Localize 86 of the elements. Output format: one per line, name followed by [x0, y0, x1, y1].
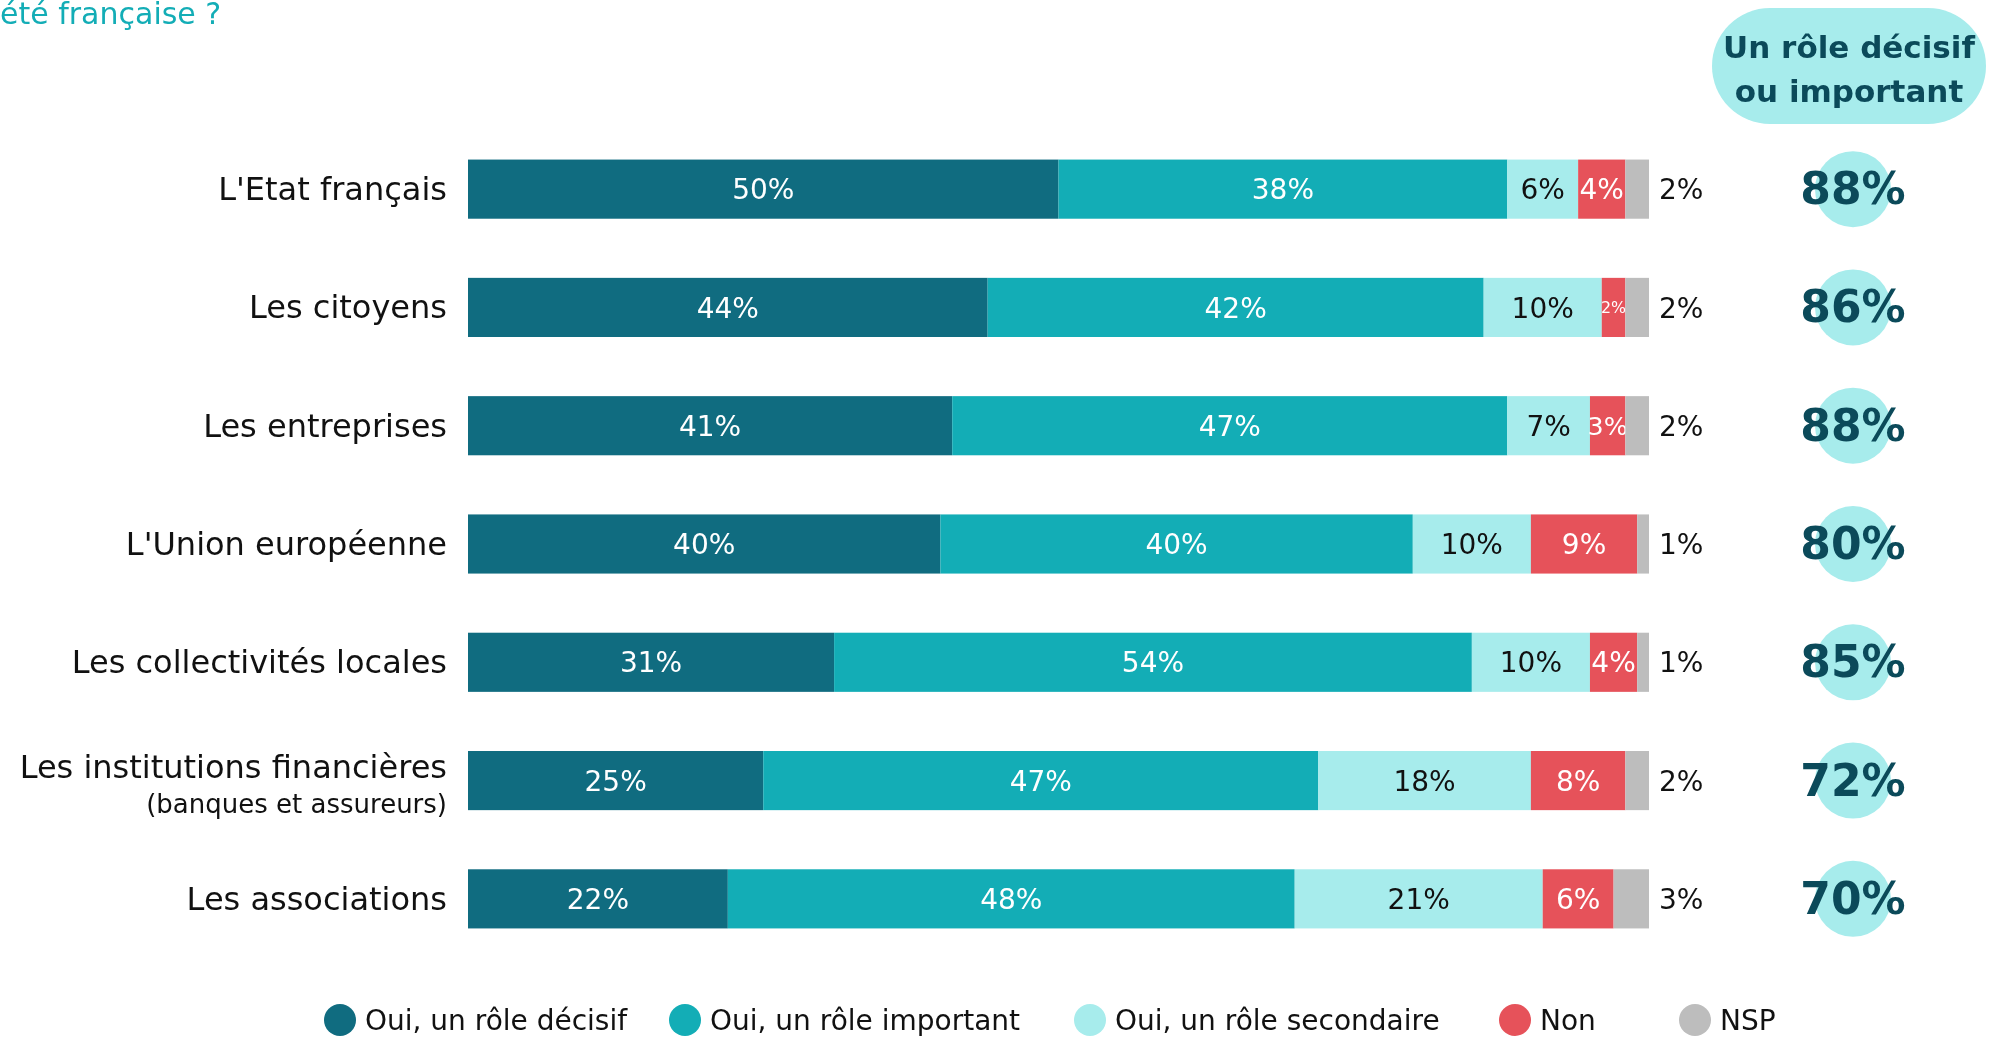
bar	[1318, 751, 1531, 811]
data-label: 18%	[1393, 764, 1456, 798]
bar	[468, 869, 728, 929]
text: été française ?	[0, 0, 222, 31]
data-label: 47%	[1009, 764, 1072, 798]
data-label: 21%	[1387, 882, 1450, 916]
legend-label: Oui, un rôle décisif	[365, 1004, 629, 1037]
data-label: 10%	[1499, 646, 1563, 680]
data-label: 2%	[1659, 291, 1704, 325]
text: 88%	[1800, 399, 1906, 451]
data-label: 31%	[619, 646, 683, 680]
text: 88%	[1800, 163, 1906, 215]
text: 86%	[1800, 281, 1906, 333]
data-label: 42%	[1204, 291, 1267, 325]
y-tick-label: Les citoyens	[249, 288, 447, 327]
bar	[1530, 751, 1626, 811]
bar	[952, 396, 1508, 456]
bar	[1507, 396, 1590, 456]
bar	[987, 277, 1484, 337]
data-label: 9%	[1561, 528, 1607, 562]
data-label: 47%	[1198, 409, 1261, 443]
y-tick-label: L'Union européenne	[125, 525, 447, 563]
data-label: 38%	[1251, 173, 1315, 207]
bar	[468, 514, 941, 574]
bar	[1483, 277, 1602, 337]
bar	[1625, 277, 1649, 337]
data-label: 50%	[732, 173, 795, 207]
bar	[468, 277, 988, 337]
text: 80%	[1800, 518, 1906, 569]
bar	[727, 869, 1295, 929]
legend-label: Non	[1540, 1004, 1596, 1037]
text: 72%	[1800, 754, 1906, 806]
data-label: 6%	[1520, 173, 1565, 207]
bar	[1625, 396, 1649, 456]
bar	[1412, 514, 1531, 574]
bar	[1507, 159, 1579, 219]
legend-label: NSP	[1720, 1004, 1776, 1037]
y-tick-label: Les collectivités locales	[71, 643, 447, 682]
data-label: 40%	[1145, 528, 1208, 562]
data-label: 4%	[1591, 646, 1636, 680]
legend-label: Oui, un rôle important	[710, 1004, 1021, 1037]
data-label: 10%	[1440, 528, 1503, 562]
bar	[834, 632, 1472, 692]
text: 85%	[1800, 636, 1906, 688]
bar	[1530, 514, 1638, 574]
data-label: 2%	[1601, 298, 1627, 318]
data-label: 2%	[1659, 409, 1704, 443]
data-label: 48%	[980, 882, 1043, 916]
text: Un rôle décisif ou important	[1723, 29, 1976, 109]
data-label: 10%	[1511, 291, 1574, 325]
bar	[1637, 514, 1649, 574]
bar	[1625, 159, 1649, 219]
bar	[940, 514, 1413, 574]
bar	[1613, 869, 1649, 929]
data-label: 25%	[584, 764, 647, 798]
y-tick-label: Les institutions financières (banques et assureurs)	[19, 747, 447, 819]
bar	[468, 751, 764, 811]
y-tick-label: L'Etat français	[218, 170, 447, 209]
y-tick-label: Les entreprises	[203, 406, 447, 445]
data-label: 44%	[696, 291, 759, 325]
data-label: 8%	[1555, 764, 1601, 798]
data-label: 2%	[1659, 173, 1704, 207]
data-label: 6%	[1555, 882, 1601, 916]
bar	[1471, 632, 1590, 692]
bar	[763, 751, 1319, 811]
data-label: 2%	[1659, 764, 1704, 798]
bar	[468, 396, 953, 456]
data-label: 3%	[1659, 882, 1704, 916]
data-label: 40%	[673, 528, 736, 562]
data-label: 1%	[1659, 528, 1704, 562]
data-label: 54%	[1121, 646, 1185, 680]
y-tick-label: Les associations	[186, 879, 447, 918]
bar	[1625, 751, 1649, 811]
bar	[1058, 159, 1508, 219]
data-label: 1%	[1659, 646, 1704, 680]
text: 70%	[1800, 872, 1906, 924]
data-label: 22%	[566, 882, 630, 916]
data-label: 4%	[1579, 173, 1624, 207]
bar	[468, 632, 835, 692]
bar	[1294, 869, 1543, 929]
data-label: 7%	[1526, 409, 1571, 443]
data-label: 41%	[678, 409, 742, 443]
bar	[1542, 869, 1614, 929]
bar	[468, 159, 1059, 219]
legend-label: Oui, un rôle secondaire	[1115, 1004, 1440, 1037]
bar	[1637, 632, 1649, 692]
